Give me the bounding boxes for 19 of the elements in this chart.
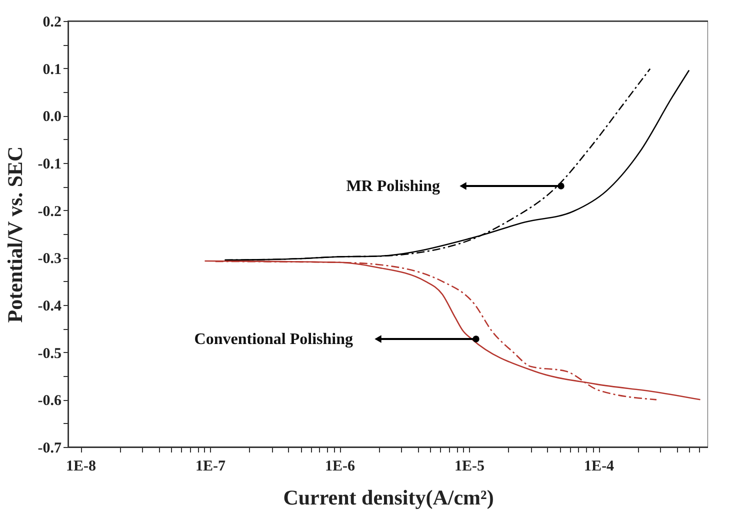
- y-tick-label: -0.3: [38, 251, 62, 268]
- y-tick-label: -0.5: [38, 346, 62, 362]
- x-tick-label: 1E-5: [454, 458, 485, 474]
- y-tick-label: -0.2: [38, 204, 62, 220]
- x-tick-label: 1E-4: [584, 458, 615, 474]
- y-tick-label: 0.0: [42, 109, 62, 126]
- y-tick-label: -0.6: [38, 393, 62, 410]
- y-tick-label: 0.1: [42, 62, 62, 78]
- x-axis-title: Current density(A/cm²): [283, 486, 494, 510]
- x-tick-label: 1E-7: [196, 458, 226, 474]
- y-tick-label: -0.4: [38, 298, 62, 314]
- y-tick-label: 0.2: [42, 14, 62, 30]
- annotation: MR Polishing: [346, 178, 440, 195]
- x-tick-label: 1E-8: [66, 458, 96, 474]
- y-tick-label: -0.7: [38, 440, 62, 456]
- annotation: Conventional Polishing: [194, 331, 353, 348]
- y-axis-title: Potential/V vs. SEC: [2, 146, 27, 323]
- y-tick-label: -0.1: [38, 156, 62, 172]
- x-tick-label: 1E-6: [325, 458, 356, 474]
